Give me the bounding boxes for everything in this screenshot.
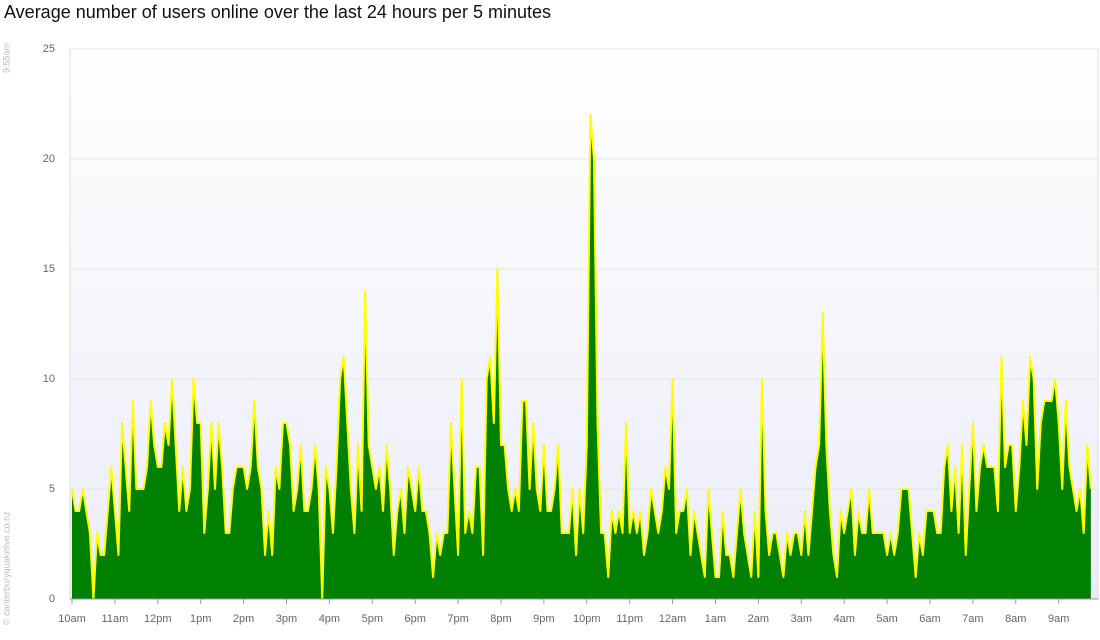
x-tick-label: 3am: [791, 613, 812, 625]
x-tick-label: 10pm: [573, 613, 601, 625]
line: [71, 114, 1092, 600]
x-tick-label: 7am: [962, 613, 983, 625]
timestamp: 9:55am: [1, 43, 11, 73]
x-tick-label: 5am: [876, 613, 897, 625]
x-tick-label: 2pm: [233, 613, 254, 625]
x-tick-label: 6am: [919, 613, 940, 625]
x-tick-label: 6pm: [404, 613, 425, 625]
x-tick-label: 11am: [102, 613, 129, 625]
y-tick-label: 25: [43, 43, 55, 55]
x-tick-label: 2am: [748, 613, 769, 625]
x-tick-label: 1pm: [190, 613, 211, 625]
x-tick-label: 8am: [1005, 613, 1026, 625]
x-tick-label: 11pm: [616, 613, 643, 625]
chart-title: Average number of users online over the …: [4, 2, 551, 22]
x-tick-label: 12pm: [144, 613, 172, 625]
x-tick-label: 12am: [659, 613, 687, 625]
x-tick-label: 4am: [833, 613, 854, 625]
x-tick-label: 9am: [1048, 613, 1069, 625]
y-tick-label: 0: [49, 593, 55, 605]
x-tick-label: 7pm: [447, 613, 468, 625]
x-tick-label: 9pm: [533, 613, 554, 625]
credit: © canterburyquakelive.co.nz: [1, 511, 11, 625]
x-tick-label: 3pm: [276, 613, 297, 625]
y-tick-label: 15: [43, 263, 55, 275]
x-tick-label: 1am: [705, 613, 726, 625]
x-tick-label: 10am: [58, 613, 86, 625]
x-tick-label: 4pm: [319, 613, 340, 625]
y-tick-label: 10: [43, 373, 55, 385]
x-tick-label: 5pm: [362, 613, 383, 625]
y-tick-label: 20: [43, 153, 55, 165]
y-tick-label: 5: [49, 483, 55, 495]
x-tick-label: 8pm: [490, 613, 511, 625]
